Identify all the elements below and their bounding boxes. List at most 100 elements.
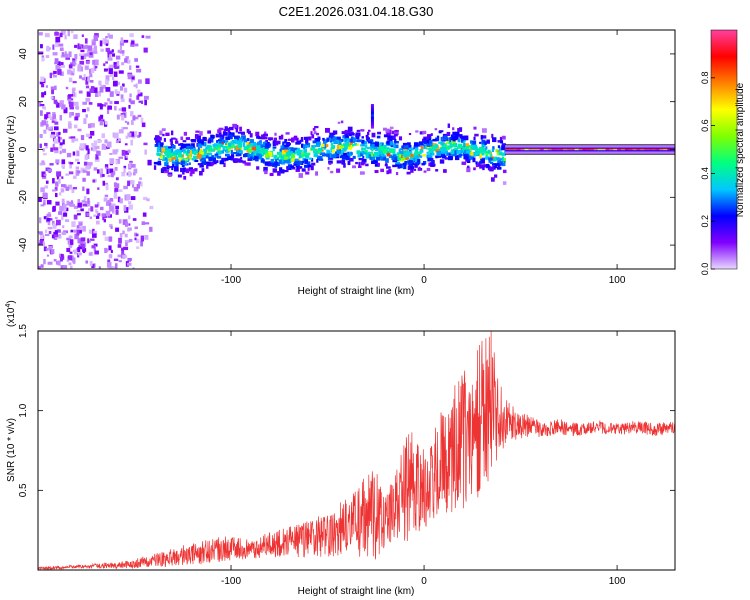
heatmap-cell	[336, 160, 342, 164]
heatmap-cell	[127, 227, 132, 231]
heatmap-cell	[301, 168, 306, 172]
heatmap-cell	[69, 107, 74, 110]
heatmap-cell	[401, 163, 404, 169]
heatmap-cell	[104, 164, 109, 168]
heatmap-cell	[216, 160, 219, 164]
heatmap-cell	[83, 196, 87, 201]
heatmap-cell	[63, 203, 67, 210]
heatmap-cell	[59, 47, 64, 52]
heatmap-cell	[220, 134, 225, 139]
heatmap-cell	[165, 132, 170, 137]
heatmap-cell	[82, 169, 86, 173]
heatmap-cell	[102, 84, 106, 89]
heatmap-cell	[260, 151, 265, 157]
heatmap-cell	[352, 137, 357, 142]
heatmap-cell	[109, 163, 113, 166]
heatmap-cell	[46, 45, 50, 51]
heatmap-cell	[53, 234, 59, 237]
heatmap-cell	[57, 260, 61, 266]
heatmap-cell	[54, 121, 59, 125]
heatmap-cell	[328, 160, 333, 164]
heatmap-cell	[87, 240, 91, 243]
heatmap-cell	[472, 157, 476, 163]
heatmap-cell	[73, 62, 77, 65]
heatmap-cell	[418, 166, 421, 171]
heatmap-cell	[563, 148, 568, 151]
heatmap-cell	[479, 141, 482, 144]
heatmap-cell	[293, 162, 297, 166]
heatmap-cell	[175, 140, 179, 144]
heatmap-cell	[203, 152, 207, 157]
heatmap-cell	[72, 186, 78, 190]
heatmap-cell	[226, 146, 231, 150]
y-tick-label: 20	[18, 96, 29, 108]
heatmap-cell	[59, 32, 63, 38]
heatmap-cell	[62, 128, 68, 133]
heatmap-cell	[104, 139, 108, 144]
heatmap-cell	[357, 165, 362, 168]
heatmap-cell	[264, 136, 268, 140]
heatmap-cell	[68, 123, 72, 129]
heatmap-cell	[85, 165, 90, 170]
heatmap-cell	[256, 135, 261, 139]
heatmap-cell	[215, 134, 219, 138]
heatmap-cell	[480, 157, 485, 160]
heatmap-cell	[45, 180, 49, 184]
heatmap-cell	[301, 143, 304, 148]
heatmap-cell	[144, 149, 147, 155]
heatmap-cell	[115, 55, 121, 60]
heatmap-cell	[38, 32, 43, 36]
heatmap-cell	[390, 149, 395, 153]
heatmap-cell	[269, 138, 272, 141]
heatmap-cell	[38, 197, 42, 202]
heatmap-cell	[194, 168, 198, 172]
heatmap-cell	[410, 153, 414, 158]
heatmap-cell	[97, 91, 102, 97]
heatmap-cell	[314, 154, 319, 158]
heatmap-cell	[179, 152, 182, 157]
heatmap-cell	[115, 140, 119, 144]
heatmap-cell	[421, 162, 425, 166]
heatmap-cell	[324, 153, 329, 157]
heatmap-cell	[94, 33, 99, 38]
heatmap-cell	[47, 261, 53, 265]
heatmap-cell	[62, 139, 65, 145]
heatmap-cell	[54, 192, 58, 198]
heatmap-cell	[459, 134, 463, 137]
heatmap-cell	[399, 163, 402, 169]
heatmap-cell	[52, 52, 58, 56]
heatmap-cell	[128, 201, 132, 205]
heatmap-cell	[71, 88, 75, 94]
heatmap-cell	[248, 144, 253, 148]
heatmap-cell	[429, 142, 433, 147]
heatmap-cell	[285, 132, 290, 135]
heatmap-cell	[434, 128, 438, 131]
heatmap-cell	[446, 131, 451, 136]
heatmap-cell	[360, 152, 364, 157]
heatmap-cell	[186, 154, 192, 160]
heatmap-cell	[43, 246, 47, 252]
heatmap-cell	[301, 153, 304, 157]
heatmap-cell	[43, 258, 46, 265]
spectrogram-x-ticks: -100 0 100	[221, 30, 626, 286]
heatmap-cell	[306, 164, 312, 168]
heatmap-cell	[349, 132, 352, 137]
heatmap-cell	[66, 247, 71, 253]
heatmap-cell	[66, 259, 70, 262]
heatmap-cell	[255, 131, 260, 137]
heatmap-cell	[284, 138, 288, 142]
heatmap-cell	[134, 131, 138, 138]
heatmap-cell	[445, 150, 448, 153]
heatmap-cell	[407, 165, 410, 170]
heatmap-cell	[109, 100, 113, 105]
heatmap-cell	[163, 150, 169, 153]
heatmap-cell	[139, 177, 142, 180]
heatmap-cell	[84, 65, 89, 70]
heatmap-cell	[185, 143, 191, 146]
heatmap-cell	[191, 143, 195, 148]
heatmap-cell	[442, 133, 447, 137]
heatmap-cell	[55, 181, 59, 187]
heatmap-cell	[251, 145, 257, 151]
heatmap-cell	[44, 91, 47, 96]
heatmap-cell	[281, 147, 286, 153]
